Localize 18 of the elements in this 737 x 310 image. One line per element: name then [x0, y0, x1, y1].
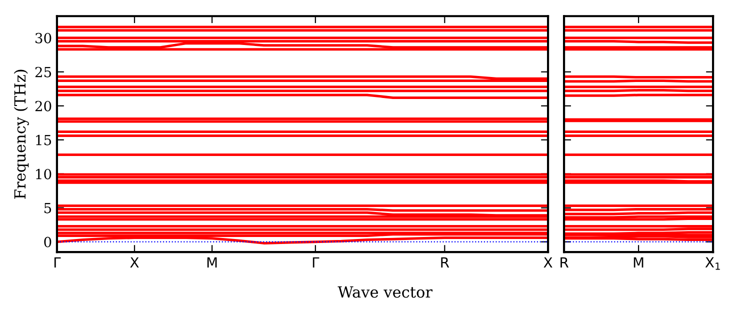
y-axis-title: Frequency (THz) [14, 70, 29, 199]
x-tick-label: X$_{1}$ [705, 257, 720, 270]
y-tick-label: 5 [44, 202, 52, 214]
x-tick-label: X [130, 257, 139, 268]
x-tick-label: Γ [54, 257, 61, 268]
x-tick-label: M [634, 257, 644, 268]
x-tick-label: Γ [312, 257, 320, 268]
x-axis-title: Wave vector [338, 286, 433, 298]
y-tick-label: 10 [36, 168, 52, 180]
y-tick-label: 20 [35, 100, 52, 112]
x-tick-label: X [544, 257, 552, 268]
x-tick-label: R [560, 257, 568, 268]
y-tick-label: 30 [35, 32, 52, 44]
x-tick-label: R [441, 257, 450, 268]
y-tick-label: 0 [44, 236, 52, 248]
y-tick-label: 15 [36, 134, 52, 146]
y-tick-label: 25 [35, 66, 52, 78]
x-tick-label: M [207, 257, 217, 268]
